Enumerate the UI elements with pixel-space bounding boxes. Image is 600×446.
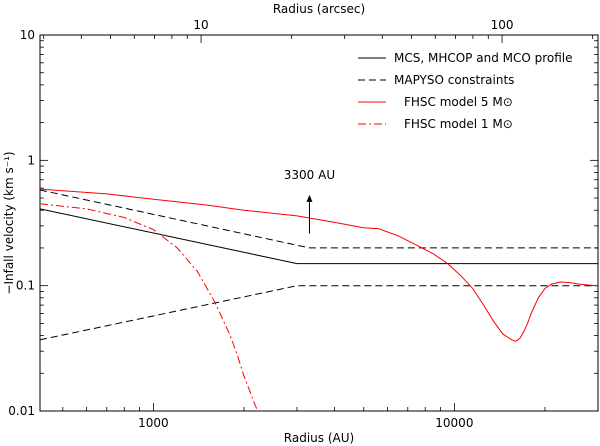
series-mapyso-constraints-lower-bound — [40, 285, 598, 341]
tick-labels: 1000 10000 0.01 0.1 1 10 10 100 — [8, 18, 513, 430]
series-fhsc-model-1-m — [40, 203, 259, 411]
y-tick-label: 0.1 — [16, 279, 35, 293]
legend-label: MAPYSO constraints — [394, 73, 514, 87]
x-tick-label: 10000 — [435, 416, 473, 430]
series-mcs-mhcop-and-mco-profile — [40, 208, 598, 265]
y-tick-label: 10 — [20, 28, 35, 42]
series-layer — [40, 188, 598, 411]
legend: MCS, MHCOP and MCO profile MAPYSO constra… — [358, 51, 573, 131]
series-mapyso-constraints — [40, 189, 598, 249]
top-axis-label: Radius (arcsec) — [273, 2, 365, 16]
axis-ticks — [40, 34, 599, 412]
top-tick-label: 100 — [491, 18, 514, 32]
legend-label: MCS, MHCOP and MCO profile — [394, 51, 573, 65]
top-tick-label: 10 — [193, 18, 208, 32]
annotation-arrow-head — [306, 194, 313, 202]
plot-frame — [39, 34, 599, 412]
legend-label: FHSC model 1 M⊙ — [404, 117, 513, 131]
annotation-layer: 3300 AU — [284, 168, 335, 234]
x-tick-label: 1000 — [138, 416, 169, 430]
legend-label: FHSC model 5 M⊙ — [404, 95, 513, 109]
y-tick-label: 1 — [27, 153, 35, 167]
y-axis-label: −Infall velocity (km s⁻¹) — [2, 151, 16, 294]
x-axis-label: Radius (AU) — [284, 431, 354, 445]
annotation-label: 3300 AU — [284, 168, 335, 182]
y-tick-label: 0.01 — [8, 404, 35, 418]
series-fhsc-model-5-m — [40, 188, 598, 342]
